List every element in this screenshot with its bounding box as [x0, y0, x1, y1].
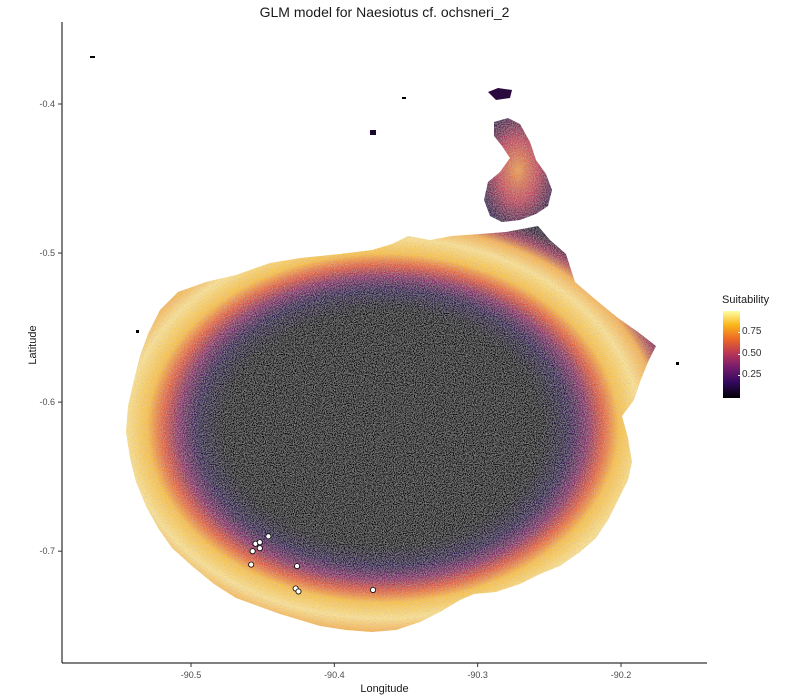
islet-patch: [676, 362, 679, 365]
main-island: [126, 226, 656, 632]
y-tick-label: -0.7: [39, 546, 55, 556]
legend-title: Suitability: [722, 294, 770, 306]
y-tick-label: -0.5: [39, 248, 55, 258]
occurrence-point: [294, 563, 301, 570]
x-axis-title: Longitude: [360, 683, 409, 695]
legend-tick-label: 0.75: [737, 325, 762, 337]
occurrence-point: [248, 561, 255, 568]
islet-patch: [488, 88, 512, 100]
islet-patch: [402, 97, 406, 99]
islet-patch: [90, 56, 95, 58]
x-tick-label: -90.4: [324, 670, 345, 680]
y-tick-label: -0.6: [39, 397, 55, 407]
occurrence-point: [370, 586, 377, 593]
chart-title: GLM model for Naesiotus cf. ochsneri_2: [259, 4, 510, 20]
x-tick-label: -90.3: [467, 670, 488, 680]
occurrence-point: [256, 545, 263, 552]
occurrence-point: [295, 588, 302, 595]
occurrence-point: [249, 548, 256, 555]
x-tick-label: -90.2: [611, 670, 632, 680]
y-tick-label: -0.4: [39, 99, 55, 109]
occurrence-point: [265, 533, 272, 540]
north-islet: [484, 118, 552, 222]
legend-colorbar: [723, 311, 740, 398]
islet-patch: [136, 330, 139, 333]
x-tick-label: -90.5: [181, 670, 202, 680]
islet-patch: [370, 130, 376, 135]
legend-tick-label: 0.25: [737, 369, 762, 381]
legend: Suitability 0.25 0.50 0.75: [722, 294, 770, 398]
legend-tick-label: 0.50: [737, 347, 762, 359]
occurrence-point: [256, 539, 263, 546]
